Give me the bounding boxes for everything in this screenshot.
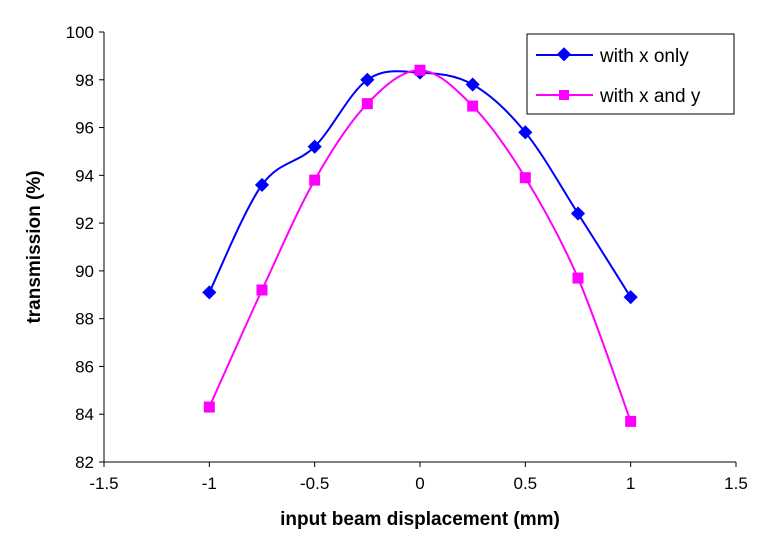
- y-tick-label: 92: [75, 214, 94, 233]
- y-tick-label: 100: [66, 23, 94, 42]
- series-2-point: [467, 100, 479, 112]
- series-2-line: [208, 69, 632, 422]
- y-tick-label: 84: [75, 405, 94, 424]
- series-1-point: [307, 139, 322, 154]
- legend-label-series-2: with x and y: [599, 86, 701, 107]
- legend-marker-square: [559, 90, 569, 100]
- x-tick-label: 1: [626, 474, 635, 493]
- legend: with x only with x and y: [526, 33, 735, 115]
- y-tick-label: 98: [75, 71, 94, 90]
- x-tick-label: -1.5: [89, 474, 118, 493]
- series-1-point: [465, 77, 480, 92]
- y-axis-label: transmission (%): [24, 170, 45, 323]
- series-1-point: [570, 206, 586, 221]
- legend-marker-diamond: [556, 47, 572, 62]
- y-tick-label: 88: [75, 310, 94, 329]
- series-2-point: [361, 98, 373, 110]
- x-axis-label: input beam displacement (mm): [280, 509, 560, 530]
- series-2-point: [625, 415, 637, 427]
- legend-label-series-1: with x only: [599, 46, 689, 67]
- x-tick-label: 1.5: [724, 474, 748, 493]
- y-tick-label: 94: [75, 166, 94, 185]
- series-2-point: [414, 64, 426, 76]
- y-tick-label: 96: [75, 119, 94, 138]
- series-1-point: [623, 290, 638, 305]
- series-2-point: [519, 172, 531, 184]
- series-1-point: [360, 72, 375, 87]
- y-tick-label: 86: [75, 357, 94, 376]
- y-tick-label: 82: [75, 453, 94, 472]
- series-1-point: [254, 177, 270, 192]
- x-tick-label: -0.5: [300, 474, 329, 493]
- x-tick-label: -1: [202, 474, 217, 493]
- series-1-point: [518, 125, 533, 140]
- series-2-point: [309, 174, 321, 186]
- series-2-point: [203, 401, 215, 413]
- y-tick-label: 90: [75, 262, 94, 281]
- series-1-point: [202, 285, 217, 300]
- series-2-point: [572, 272, 584, 284]
- series-2-point: [256, 284, 268, 296]
- x-tick-label: 0.5: [514, 474, 538, 493]
- x-tick-label: 0: [415, 474, 424, 493]
